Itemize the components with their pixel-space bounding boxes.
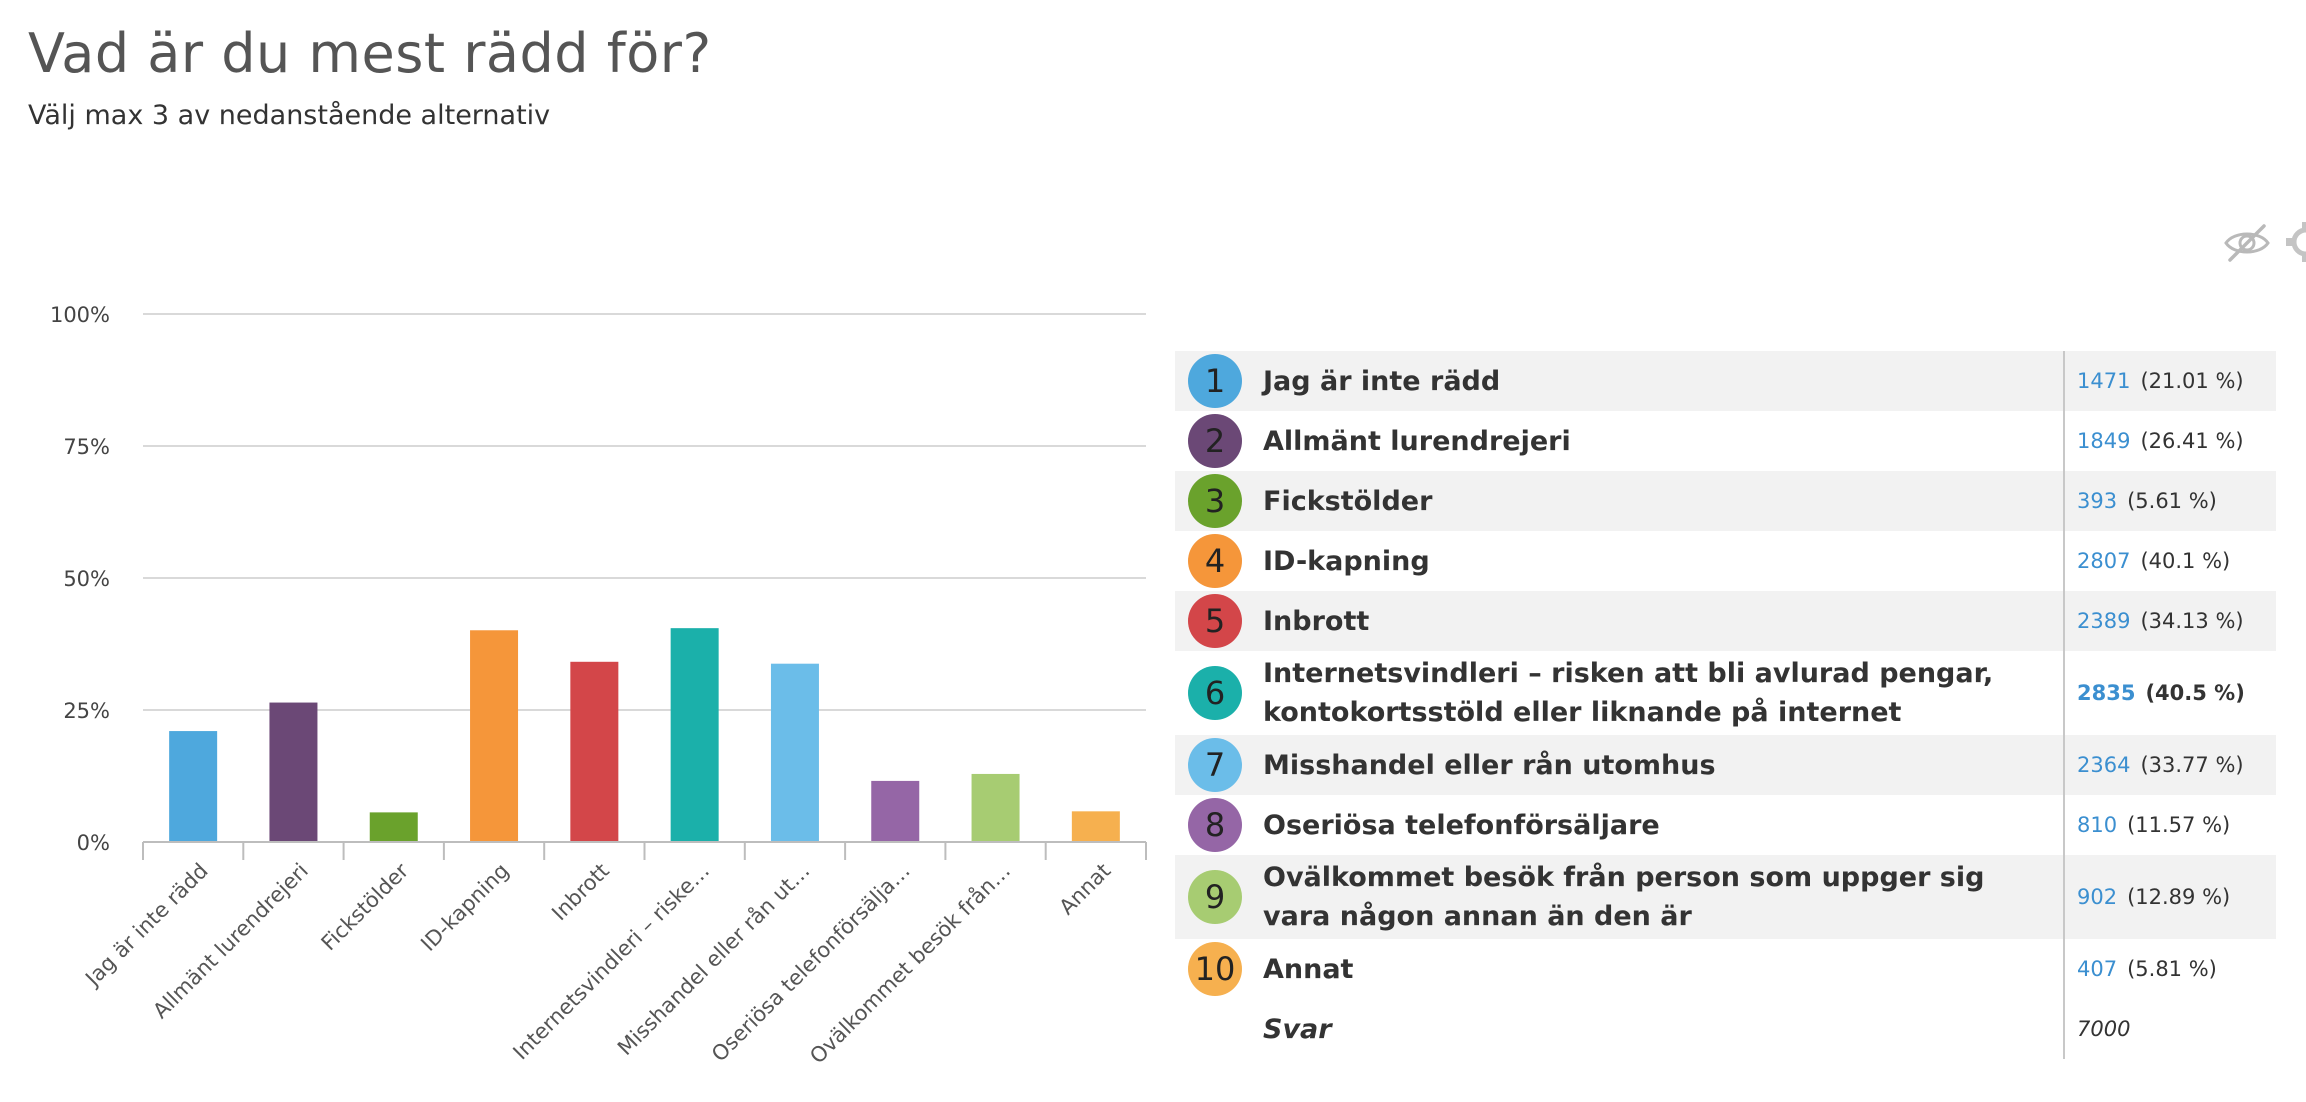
option-label: ID-kapning	[1263, 545, 1430, 577]
option-percent: (34.13 %)	[2140, 609, 2244, 633]
y-tick-label: 75%	[63, 435, 110, 459]
option-count-link[interactable]: 2389	[2077, 609, 2131, 633]
x-tick-label: Internetsvindleri – riske…	[508, 859, 714, 1065]
option-count-link[interactable]: 393	[2077, 489, 2118, 513]
option-label: Ovälkommet besök från person som uppger …	[1263, 862, 1985, 932]
table-row: 8 Oseriösa telefonförsäljare 810 (11.57 %)	[1175, 795, 2276, 855]
option-number-badge: 4	[1188, 534, 1242, 588]
y-tick-label: 100%	[50, 303, 110, 327]
eye-slash-icon[interactable]	[2222, 218, 2272, 268]
bar[interactable]	[269, 702, 318, 842]
option-number-badge: 8	[1188, 798, 1242, 852]
page-subtitle: Välj max 3 av nedanstående alternativ	[28, 100, 551, 131]
bar[interactable]	[169, 731, 218, 842]
option-number-badge: 9	[1188, 870, 1242, 924]
option-label: Oseriösa telefonförsäljare	[1263, 809, 1660, 841]
option-label: Annat	[1263, 953, 1354, 985]
bar[interactable]	[770, 663, 819, 842]
option-count-link[interactable]: 902	[2077, 885, 2118, 909]
option-label: Jag är inte rädd	[1263, 365, 1501, 397]
x-tick-label: ID-kapning	[416, 859, 513, 956]
option-percent: (11.57 %)	[2127, 813, 2231, 837]
option-count-link[interactable]: 1471	[2077, 369, 2131, 393]
option-count-link[interactable]: 810	[2077, 813, 2118, 837]
option-count-link[interactable]: 2364	[2077, 753, 2131, 777]
total-label: Svar	[1263, 1013, 1332, 1045]
bar-chart: 0%25%50%75%100% Jag är inte räddAllmänt …	[50, 303, 1147, 1069]
x-tick-label: Fickstölder	[317, 858, 414, 955]
settings-icon[interactable]	[2284, 220, 2306, 264]
table-row: 3 Fickstölder 393 (5.61 %)	[1175, 471, 2276, 531]
table-row: 5 Inbrott 2389 (34.13 %)	[1175, 591, 2276, 651]
bar[interactable]	[570, 661, 619, 842]
option-count-link[interactable]: 1849	[2077, 429, 2131, 453]
table-row: 4 ID-kapning 2807 (40.1 %)	[1175, 531, 2276, 591]
table-row: 1 Jag är inte rädd 1471 (21.01 %)	[1175, 351, 2276, 411]
y-tick-label: 50%	[63, 567, 110, 591]
bar[interactable]	[871, 780, 920, 842]
table-row: 2 Allmänt lurendrejeri 1849 (26.41 %)	[1175, 411, 2276, 471]
bar[interactable]	[670, 628, 719, 842]
option-count-link[interactable]: 2807	[2077, 549, 2131, 573]
option-label: Inbrott	[1263, 605, 1370, 637]
option-number-badge: 10	[1188, 942, 1242, 996]
x-tick-label: Oseriösa telefonförsälja…	[707, 859, 915, 1067]
option-percent: (26.41 %)	[2140, 429, 2244, 453]
total-row: Svar 7000	[1175, 999, 2276, 1059]
option-percent: (12.89 %)	[2127, 885, 2231, 909]
x-tick-label: Annat	[1055, 859, 1116, 920]
table-row: 7 Misshandel eller rån utomhus 2364 (33.77 …	[1175, 735, 2276, 795]
y-tick-label: 0%	[77, 831, 110, 855]
page-title: Vad är du mest rädd för?	[28, 22, 712, 85]
option-number-badge: 1	[1188, 354, 1242, 408]
option-number-badge: 5	[1188, 594, 1242, 648]
option-percent: (33.77 %)	[2140, 753, 2244, 777]
x-tick-label: Ovälkommet besök från…	[805, 858, 1016, 1069]
option-label: Fickstölder	[1263, 485, 1433, 517]
option-number-badge: 7	[1188, 738, 1242, 792]
option-percent: (40.1 %)	[2140, 549, 2231, 573]
results-table: 1 Jag är inte rädd 1471 (21.01 %) 2 Allmänt l…	[1175, 351, 2276, 1059]
x-tick-label: Misshandel eller rån ut…	[612, 858, 814, 1060]
y-tick-label: 25%	[63, 699, 110, 723]
option-percent: (5.81 %)	[2127, 957, 2217, 981]
option-label: Internetsvindleri – risken att bli avlur…	[1263, 658, 1994, 728]
x-tick-label: Inbrott	[547, 859, 614, 926]
option-number-badge: 6	[1188, 666, 1242, 720]
table-row: 9 Ovälkommet besök från person som uppger…	[1175, 855, 2276, 939]
option-percent: (40.5 %)	[2145, 681, 2245, 705]
bar[interactable]	[470, 630, 519, 842]
option-count-link[interactable]: 407	[2077, 957, 2118, 981]
table-row: 10 Annat 407 (5.81 %)	[1175, 939, 2276, 999]
bar[interactable]	[1071, 811, 1120, 842]
option-count-link[interactable]: 2835	[2077, 681, 2136, 705]
option-percent: (5.61 %)	[2127, 489, 2217, 513]
option-label: Misshandel eller rån utomhus	[1263, 749, 1716, 781]
option-number-badge: 3	[1188, 474, 1242, 528]
option-label: Allmänt lurendrejeri	[1263, 425, 1571, 457]
total-value: 7000	[2077, 1017, 2131, 1041]
option-percent: (21.01 %)	[2140, 369, 2244, 393]
option-number-badge: 2	[1188, 414, 1242, 468]
table-row: 6 Internetsvindleri – risken att bli avlu…	[1175, 651, 2276, 735]
bar[interactable]	[369, 812, 418, 842]
bar[interactable]	[971, 773, 1020, 842]
